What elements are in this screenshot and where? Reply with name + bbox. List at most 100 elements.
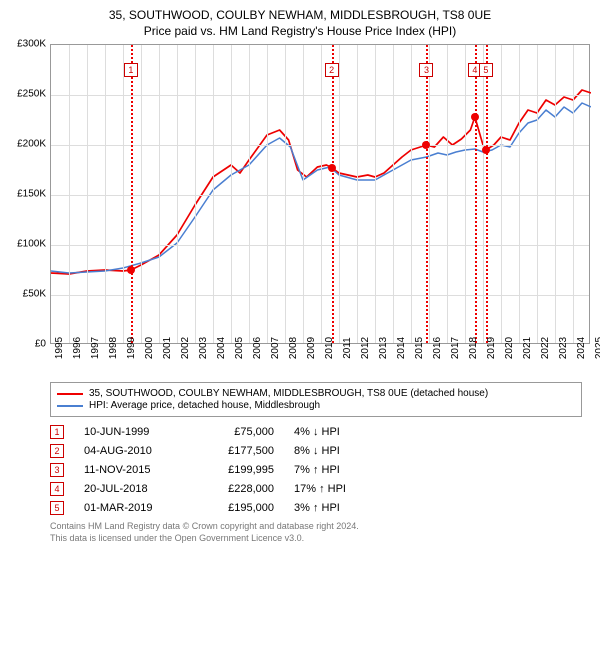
y-tick-label: £50K <box>8 289 46 300</box>
x-tick-label: 2018 <box>468 337 479 359</box>
transaction-delta: 4% ↓ HPI <box>294 426 404 438</box>
y-tick-label: £200K <box>8 139 46 150</box>
legend-row: 35, SOUTHWOOD, COULBY NEWHAM, MIDDLESBRO… <box>57 388 575 399</box>
x-tick-label: 2019 <box>486 337 497 359</box>
x-tick-label: 2005 <box>234 337 245 359</box>
transaction-marker-line <box>131 45 133 343</box>
x-tick-label: 1998 <box>108 337 119 359</box>
transaction-marker-number: 1 <box>124 63 138 77</box>
transaction-marker-dot <box>422 141 430 149</box>
footer-line-1: Contains HM Land Registry data © Crown c… <box>50 521 582 533</box>
chart-area: £0£50K£100K£150K£200K£250K£300K 12345 19… <box>8 44 592 374</box>
gridline-v <box>213 45 214 343</box>
x-tick-label: 2023 <box>558 337 569 359</box>
transaction-marker-dot <box>127 266 135 274</box>
title-subtitle: Price paid vs. HM Land Registry's House … <box>8 24 592 38</box>
x-tick-label: 2008 <box>288 337 299 359</box>
transaction-delta: 17% ↑ HPI <box>294 483 404 495</box>
transaction-number-box: 3 <box>50 463 64 477</box>
transaction-marker-number: 5 <box>479 63 493 77</box>
gridline-v <box>483 45 484 343</box>
gridline-v <box>393 45 394 343</box>
transaction-row: 311-NOV-2015£199,9957% ↑ HPI <box>50 463 582 477</box>
x-tick-label: 2022 <box>540 337 551 359</box>
x-tick-label: 2017 <box>450 337 461 359</box>
transaction-price: £228,000 <box>204 483 274 495</box>
gridline-v <box>519 45 520 343</box>
legend-swatch <box>57 393 83 395</box>
title-address: 35, SOUTHWOOD, COULBY NEWHAM, MIDDLESBRO… <box>8 8 592 22</box>
x-tick-label: 2011 <box>342 337 353 359</box>
gridline-v <box>231 45 232 343</box>
gridline-v <box>573 45 574 343</box>
gridline-v <box>87 45 88 343</box>
transaction-marker-line <box>426 45 428 343</box>
gridline-v <box>285 45 286 343</box>
gridline-v <box>465 45 466 343</box>
chart-titles: 35, SOUTHWOOD, COULBY NEWHAM, MIDDLESBRO… <box>8 8 592 38</box>
y-tick-label: £300K <box>8 39 46 50</box>
x-tick-label: 2010 <box>324 337 335 359</box>
transaction-marker-dot <box>482 146 490 154</box>
x-tick-label: 1997 <box>90 337 101 359</box>
transaction-date: 11-NOV-2015 <box>84 464 184 476</box>
gridline-v <box>69 45 70 343</box>
gridline-v <box>501 45 502 343</box>
x-tick-label: 2020 <box>504 337 515 359</box>
legend-label: HPI: Average price, detached house, Midd… <box>89 400 320 411</box>
gridline-v <box>141 45 142 343</box>
x-tick-label: 2025 <box>594 337 600 359</box>
transactions-table: 110-JUN-1999£75,0004% ↓ HPI204-AUG-2010£… <box>50 425 582 515</box>
legend-box: 35, SOUTHWOOD, COULBY NEWHAM, MIDDLESBRO… <box>50 382 582 417</box>
gridline-v <box>321 45 322 343</box>
transaction-number-box: 2 <box>50 444 64 458</box>
footer-attribution: Contains HM Land Registry data © Crown c… <box>50 521 582 544</box>
transaction-number-box: 1 <box>50 425 64 439</box>
transaction-number-box: 5 <box>50 501 64 515</box>
gridline-v <box>375 45 376 343</box>
footer-line-2: This data is licensed under the Open Gov… <box>50 533 582 545</box>
transaction-number-box: 4 <box>50 482 64 496</box>
gridline-v <box>357 45 358 343</box>
transaction-marker-number: 2 <box>325 63 339 77</box>
transaction-date: 10-JUN-1999 <box>84 426 184 438</box>
x-tick-label: 2002 <box>180 337 191 359</box>
y-tick-label: £0 <box>8 339 46 350</box>
y-tick-label: £250K <box>8 89 46 100</box>
y-axis-labels: £0£50K£100K£150K£200K£250K£300K <box>8 44 48 344</box>
gridline-v <box>339 45 340 343</box>
y-tick-label: £100K <box>8 239 46 250</box>
transaction-date: 01-MAR-2019 <box>84 502 184 514</box>
transaction-delta: 8% ↓ HPI <box>294 445 404 457</box>
transaction-row: 204-AUG-2010£177,5008% ↓ HPI <box>50 444 582 458</box>
x-tick-label: 2013 <box>378 337 389 359</box>
transaction-delta: 3% ↑ HPI <box>294 502 404 514</box>
transaction-row: 420-JUL-2018£228,00017% ↑ HPI <box>50 482 582 496</box>
x-tick-label: 2021 <box>522 337 533 359</box>
transaction-delta: 7% ↑ HPI <box>294 464 404 476</box>
transaction-price: £177,500 <box>204 445 274 457</box>
gridline-v <box>177 45 178 343</box>
gridline-v <box>303 45 304 343</box>
x-tick-label: 2007 <box>270 337 281 359</box>
gridline-v <box>159 45 160 343</box>
transaction-marker-number: 3 <box>419 63 433 77</box>
x-tick-label: 1995 <box>54 337 65 359</box>
gridline-v <box>105 45 106 343</box>
x-tick-label: 2016 <box>432 337 443 359</box>
transaction-price: £75,000 <box>204 426 274 438</box>
x-tick-label: 2014 <box>396 337 407 359</box>
gridline-v <box>123 45 124 343</box>
transaction-price: £195,000 <box>204 502 274 514</box>
plot-region: 12345 <box>50 44 590 344</box>
gridline-v <box>267 45 268 343</box>
transaction-marker-line <box>475 45 477 343</box>
gridline-v <box>429 45 430 343</box>
gridline-v <box>537 45 538 343</box>
legend-row: HPI: Average price, detached house, Midd… <box>57 400 575 411</box>
transaction-marker-dot <box>471 113 479 121</box>
x-tick-label: 2012 <box>360 337 371 359</box>
x-tick-label: 2004 <box>216 337 227 359</box>
x-tick-label: 2001 <box>162 337 173 359</box>
gridline-v <box>195 45 196 343</box>
